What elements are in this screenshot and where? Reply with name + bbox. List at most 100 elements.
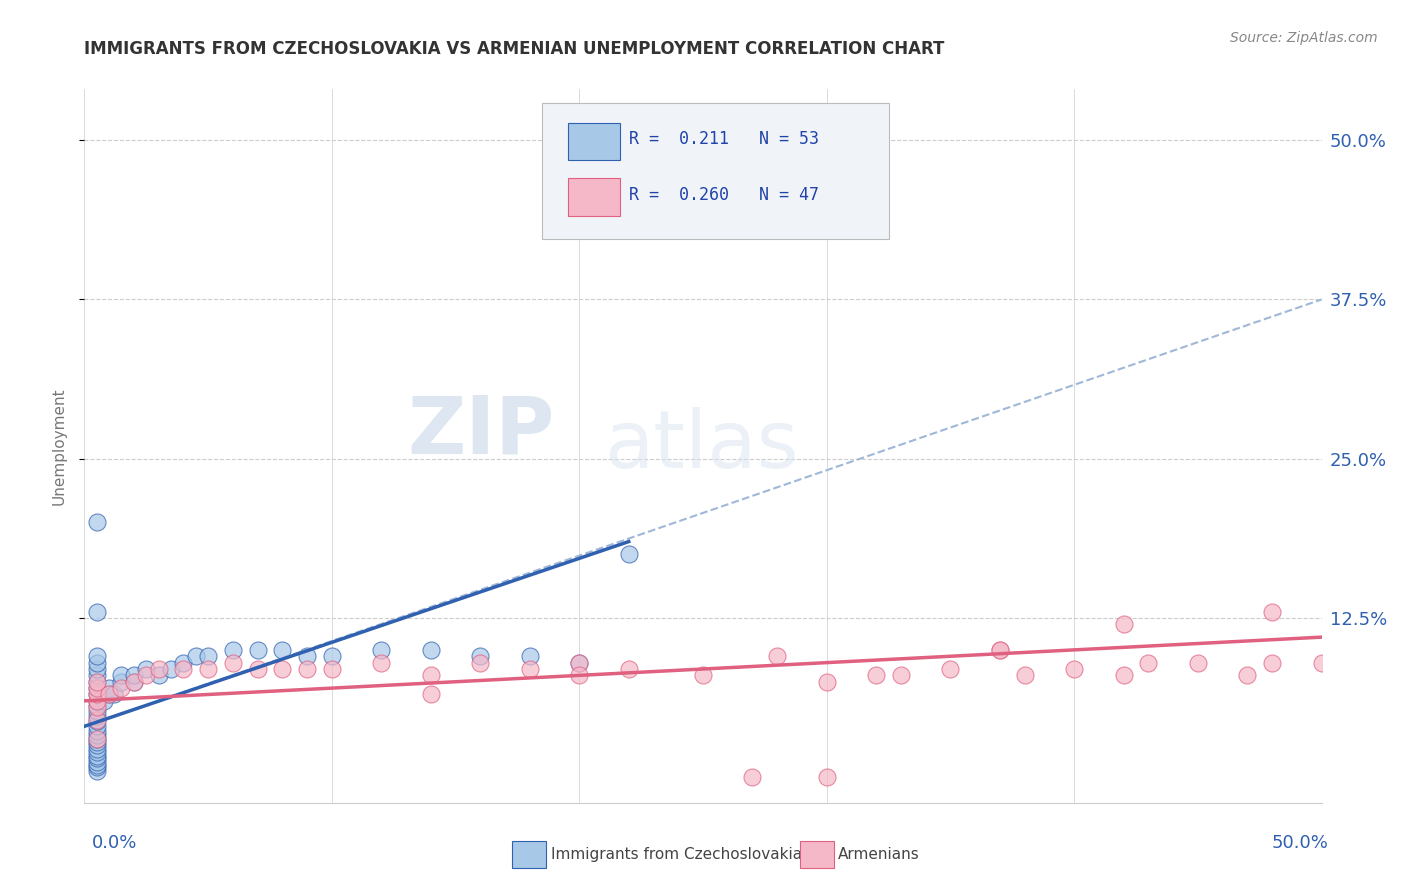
Point [1187,656,1209,670]
Point [148,662,170,676]
Text: R =  0.211   N = 53: R = 0.211 N = 53 [628,130,818,148]
Point [103,688,125,702]
Point [246,662,269,676]
Point [122,674,145,689]
Text: Armenians: Armenians [838,847,920,862]
Point [197,662,219,676]
Point [865,668,887,682]
Point [1236,668,1258,682]
Point [86,681,108,695]
Point [419,668,441,682]
Point [519,649,541,664]
Point [271,643,294,657]
Text: Immigrants from Czechoslovakia: Immigrants from Czechoslovakia [551,847,803,862]
FancyBboxPatch shape [568,178,620,216]
Point [890,668,912,682]
Point [172,662,194,676]
Point [295,649,318,664]
Point [419,688,441,702]
Point [271,662,294,676]
Point [86,674,108,689]
Point [86,764,108,778]
Point [86,732,108,747]
Point [295,662,318,676]
Point [741,770,763,784]
Point [470,656,492,670]
Point [470,649,492,664]
Point [1261,605,1284,619]
Text: ZIP: ZIP [408,392,554,471]
Point [86,674,108,689]
Point [86,760,108,774]
Point [86,745,108,759]
Point [86,605,108,619]
Point [86,732,108,747]
Point [692,668,714,682]
Point [1112,617,1135,632]
Point [93,694,115,708]
Point [321,649,343,664]
Point [122,668,145,682]
Point [86,734,108,748]
Point [86,709,108,723]
Point [86,755,108,769]
Point [86,700,108,714]
Point [86,694,108,708]
Point [86,714,108,729]
Text: 0.0%: 0.0% [91,834,136,852]
Point [98,688,121,702]
Point [86,751,108,765]
Point [246,643,269,657]
Point [86,681,108,695]
Point [86,694,108,708]
Point [86,748,108,763]
Point [98,688,121,702]
Point [1063,662,1085,676]
Text: Source: ZipAtlas.com: Source: ZipAtlas.com [1230,31,1378,45]
Point [617,547,640,561]
Point [110,668,132,682]
Point [86,668,108,682]
Point [197,649,219,664]
Point [222,643,245,657]
Point [98,681,121,695]
Point [1310,656,1333,670]
Point [519,662,541,676]
Point [172,656,194,670]
Point [135,668,157,682]
Point [86,662,108,676]
Y-axis label: Unemployment: Unemployment [51,387,66,505]
Point [222,656,245,670]
Point [86,742,108,756]
Point [86,649,108,664]
Point [419,643,441,657]
Point [370,643,392,657]
Point [815,770,838,784]
FancyBboxPatch shape [568,123,620,160]
FancyBboxPatch shape [543,103,889,239]
Point [321,662,343,676]
Point [86,757,108,772]
Point [1137,656,1160,670]
Point [122,674,145,689]
Point [135,662,157,676]
Point [939,662,962,676]
Text: 50.0%: 50.0% [1272,834,1329,852]
Point [370,656,392,670]
Point [160,662,183,676]
Text: IMMIGRANTS FROM CZECHOSLOVAKIA VS ARMENIAN UNEMPLOYMENT CORRELATION CHART: IMMIGRANTS FROM CZECHOSLOVAKIA VS ARMENI… [84,40,945,58]
Text: atlas: atlas [605,407,799,485]
Point [110,681,132,695]
Point [1112,668,1135,682]
Point [988,643,1011,657]
Point [568,656,591,670]
Point [86,704,108,718]
Point [86,688,108,702]
Point [815,674,838,689]
Point [86,728,108,742]
Point [617,662,640,676]
Point [1261,656,1284,670]
Point [86,713,108,727]
Point [86,739,108,753]
Point [148,668,170,682]
